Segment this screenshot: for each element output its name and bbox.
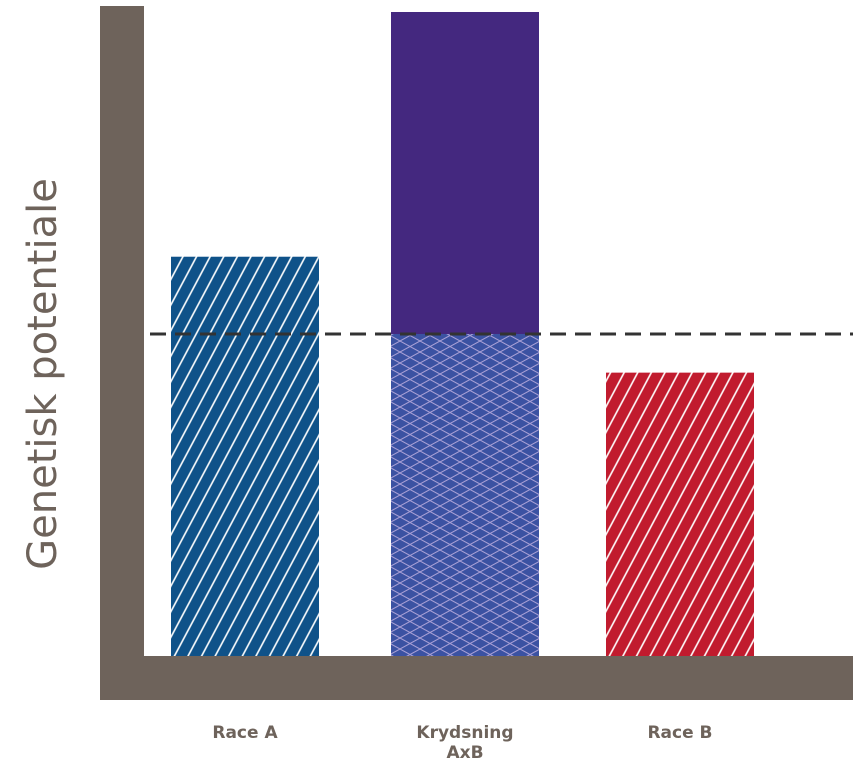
bar-krydsning-axb [391,334,539,656]
bar-race-b [606,372,754,656]
bar-krydsning-axb-extra [391,12,539,334]
category-label-krydsning-axb-line-2: AxB [446,743,483,763]
y-axis-label: Genetisk potentiale [20,178,66,570]
category-label-race-b: Race B [647,723,712,743]
bars-group [171,12,754,656]
category-label-race-a: Race A [212,723,278,743]
category-label-krydsning-axb-line-1: Krydsning [416,723,513,743]
y-axis-bar [100,6,144,700]
bar-race-a [171,256,319,656]
x-axis-bar [100,656,853,700]
